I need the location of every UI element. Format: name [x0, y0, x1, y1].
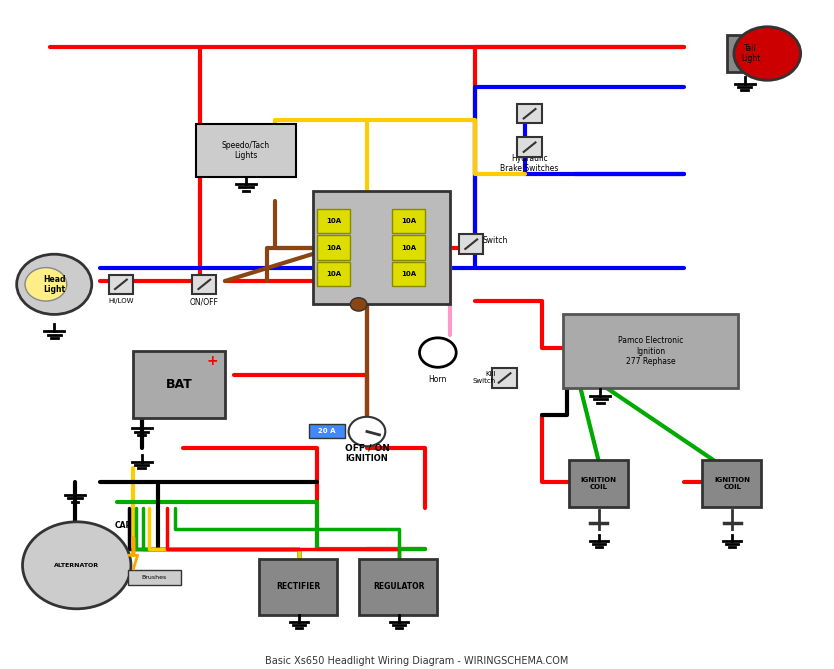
FancyBboxPatch shape [517, 138, 542, 157]
Text: 10A: 10A [401, 218, 416, 223]
Circle shape [420, 338, 456, 367]
Text: Kill
Switch: Kill Switch [473, 371, 496, 385]
FancyBboxPatch shape [563, 314, 738, 388]
FancyBboxPatch shape [317, 235, 350, 260]
Text: 10A: 10A [326, 245, 341, 250]
FancyBboxPatch shape [128, 570, 181, 585]
Text: IGNITION
COIL: IGNITION COIL [714, 476, 751, 490]
Text: IGNITION
COIL: IGNITION COIL [580, 476, 617, 490]
FancyBboxPatch shape [702, 460, 761, 507]
FancyBboxPatch shape [459, 235, 483, 254]
Text: +: + [207, 355, 219, 368]
FancyBboxPatch shape [196, 124, 296, 177]
Text: Switch: Switch [482, 236, 507, 246]
Text: Hi/LOW: Hi/LOW [108, 298, 133, 304]
Circle shape [25, 268, 67, 301]
FancyBboxPatch shape [313, 191, 450, 304]
FancyBboxPatch shape [317, 262, 350, 286]
Circle shape [350, 298, 367, 311]
FancyBboxPatch shape [517, 104, 542, 123]
Text: Brushes: Brushes [142, 575, 167, 580]
FancyBboxPatch shape [392, 235, 425, 260]
FancyBboxPatch shape [727, 35, 774, 72]
Text: RECTIFIER: RECTIFIER [276, 582, 321, 591]
FancyBboxPatch shape [108, 275, 133, 294]
FancyBboxPatch shape [392, 262, 425, 286]
Text: Horn: Horn [429, 375, 447, 383]
Text: CAP: CAP [115, 520, 132, 530]
Circle shape [17, 254, 92, 314]
Text: IGNITION: IGNITION [345, 454, 389, 463]
Text: Pamco Electronic
Ignition
277 Rephase: Pamco Electronic Ignition 277 Rephase [618, 337, 683, 366]
Text: REGULATOR: REGULATOR [373, 582, 425, 591]
Text: Speedo/Tach
Lights: Speedo/Tach Lights [222, 141, 270, 160]
FancyBboxPatch shape [317, 209, 350, 233]
FancyBboxPatch shape [309, 424, 345, 438]
Text: ALTERNATOR: ALTERNATOR [54, 563, 99, 568]
Text: Tail
Light: Tail Light [741, 44, 761, 63]
FancyBboxPatch shape [192, 275, 217, 294]
Text: Hydraulic
Brake Switches: Hydraulic Brake Switches [500, 154, 559, 173]
Text: 10A: 10A [326, 218, 341, 223]
FancyBboxPatch shape [133, 351, 225, 418]
FancyBboxPatch shape [359, 559, 437, 615]
Text: BAT: BAT [166, 378, 193, 391]
Text: 10A: 10A [401, 272, 416, 277]
Text: ON/OFF: ON/OFF [190, 298, 219, 306]
Text: 10A: 10A [401, 245, 416, 250]
Circle shape [349, 417, 385, 446]
FancyBboxPatch shape [569, 460, 628, 507]
Text: OFF / ON: OFF / ON [344, 444, 389, 453]
FancyBboxPatch shape [492, 368, 516, 388]
FancyBboxPatch shape [259, 559, 337, 615]
Circle shape [23, 522, 131, 609]
Text: Head
Light: Head Light [43, 275, 65, 294]
Text: 10A: 10A [326, 272, 341, 277]
Text: 20 A: 20 A [319, 428, 335, 434]
Circle shape [734, 27, 801, 80]
FancyBboxPatch shape [392, 209, 425, 233]
Text: Basic Xs650 Headlight Wiring Diagram - WIRINGSCHEMA.COM: Basic Xs650 Headlight Wiring Diagram - W… [265, 656, 569, 666]
